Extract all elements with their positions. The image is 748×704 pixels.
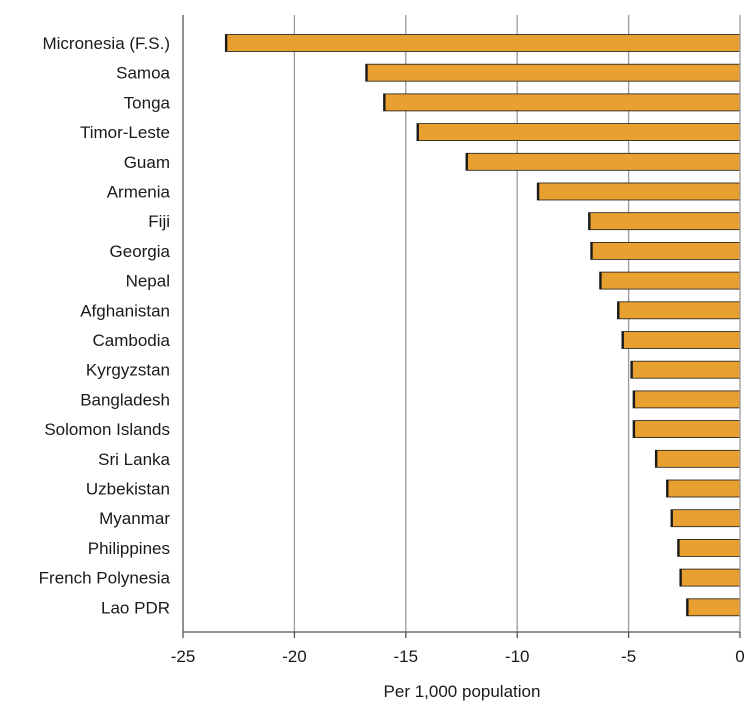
- plot-frame: [182, 15, 741, 633]
- x-tick-label: -25: [171, 647, 196, 666]
- category-label: Armenia: [107, 183, 171, 202]
- category-label: Fiji: [148, 212, 170, 231]
- bar: [654, 449, 741, 468]
- x-tick-label: -15: [394, 647, 419, 666]
- bar: [599, 271, 741, 290]
- bar: [224, 34, 741, 52]
- bar: [383, 93, 741, 112]
- category-label: Timor-Leste: [80, 123, 170, 142]
- category-label: Lao PDR: [101, 598, 170, 617]
- bar: [666, 479, 741, 498]
- category-label: Uzbekistan: [86, 480, 170, 499]
- bar: [632, 390, 741, 409]
- x-tick-label: -5: [621, 647, 636, 666]
- category-label: Philippines: [88, 539, 170, 558]
- bar: [632, 420, 741, 439]
- category-label: Georgia: [110, 242, 171, 261]
- bar: [670, 509, 741, 528]
- bar: [617, 301, 741, 320]
- category-label: Samoa: [116, 64, 170, 83]
- bar: [416, 123, 741, 141]
- category-label: Myanmar: [99, 509, 170, 528]
- category-label: Bangladesh: [80, 390, 170, 409]
- bar: [686, 598, 741, 617]
- gridlines: [293, 15, 630, 632]
- bar: [588, 212, 741, 231]
- category-label: Micronesia (F.S.): [42, 34, 170, 53]
- category-label: Cambodia: [93, 331, 171, 350]
- category-labels: Micronesia (F.S.) Samoa Tonga Timor-Leste Gu…: [39, 34, 171, 617]
- category-label: Nepal: [126, 272, 170, 291]
- category-label: Kyrgyzstan: [86, 361, 170, 380]
- category-label: Guam: [124, 153, 170, 172]
- x-tick-labels: -25 -20 -15 -10 -5 0: [171, 632, 745, 666]
- x-axis-title: Per 1,000 population: [384, 682, 541, 701]
- category-label: French Polynesia: [39, 569, 171, 588]
- x-tick-label: -20: [282, 647, 307, 666]
- bar: [679, 568, 741, 587]
- bar: [365, 63, 741, 82]
- category-label: Tonga: [124, 93, 171, 112]
- bar: [677, 539, 741, 557]
- bars: [224, 34, 741, 617]
- bar: [590, 241, 741, 260]
- x-tick-label: 0: [735, 647, 744, 666]
- x-tick-label: -10: [505, 647, 530, 666]
- bar: [465, 152, 741, 171]
- category-label: Afghanistan: [80, 301, 170, 320]
- bar: [630, 360, 741, 379]
- category-label: Sri Lanka: [98, 450, 170, 469]
- bar: [536, 182, 741, 201]
- bar: [621, 331, 741, 349]
- category-label: Solomon Islands: [44, 420, 170, 439]
